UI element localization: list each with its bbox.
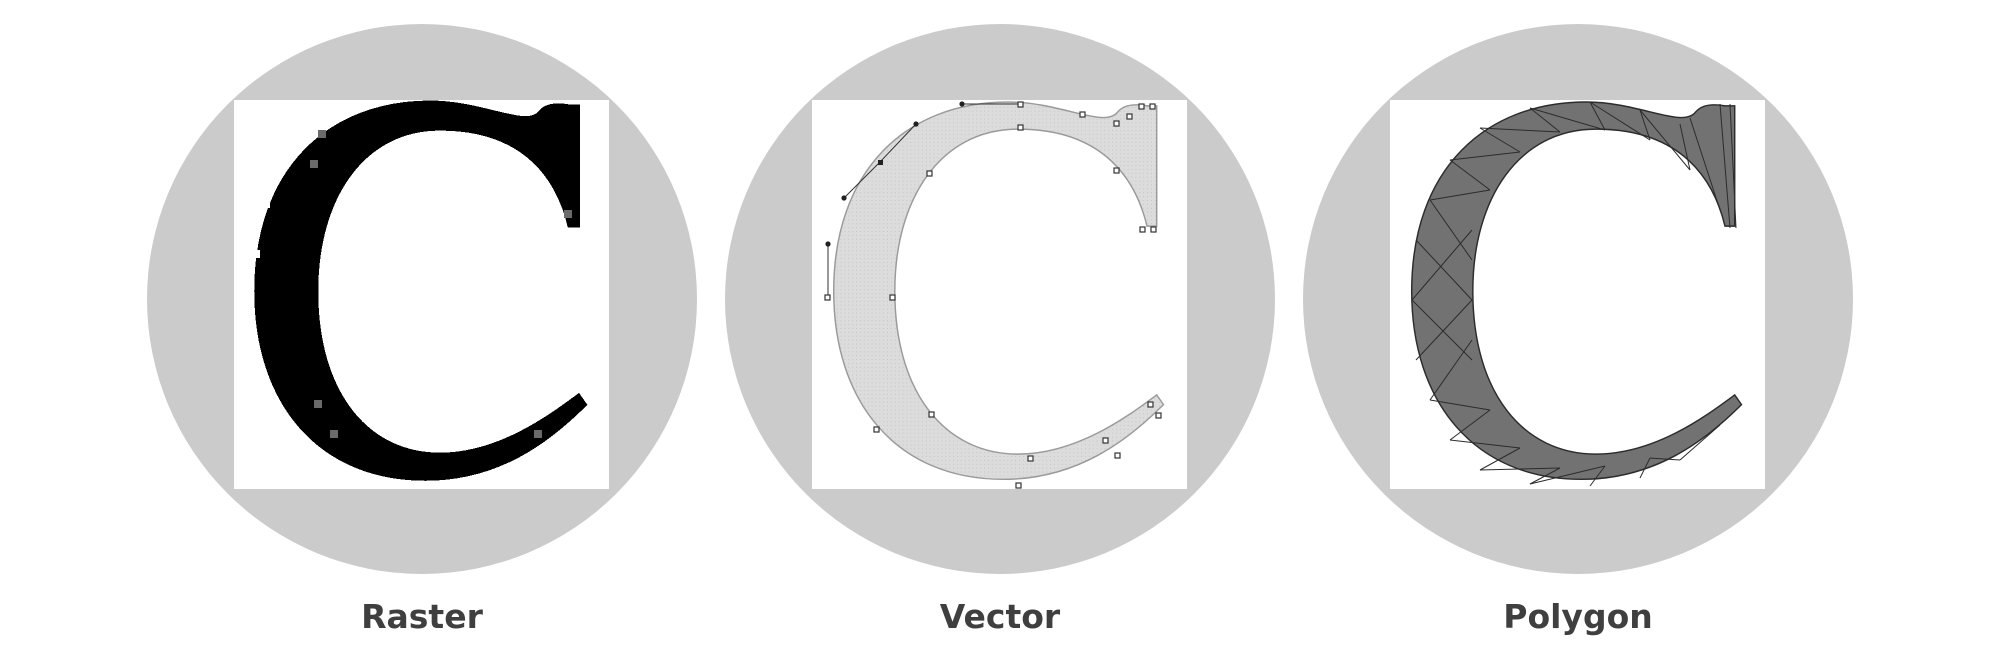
polygon-caption: Polygon (1503, 597, 1653, 636)
polygon-letter-c-image (1410, 101, 1743, 487)
vector-panel: Vector (725, 24, 1275, 633)
vector-letter-c-image (824, 101, 1165, 489)
vector-handle-points (825, 101, 965, 247)
raster-panel: Raster (147, 24, 697, 633)
polygon-image-frame (1390, 100, 1765, 489)
raster-letter-c-image (254, 100, 587, 481)
vector-caption: Vector (939, 597, 1061, 636)
raster-caption: Raster (361, 597, 483, 636)
vector-anchor-points (824, 101, 1162, 489)
raster-pixel-notches (254, 134, 342, 480)
polygon-triangle-mesh (1411, 101, 1737, 487)
polygon-panel: Polygon (1303, 24, 1853, 633)
raster-image-frame (234, 100, 609, 489)
vector-image-frame (812, 100, 1187, 489)
raster-antialias-pixels (310, 130, 572, 438)
